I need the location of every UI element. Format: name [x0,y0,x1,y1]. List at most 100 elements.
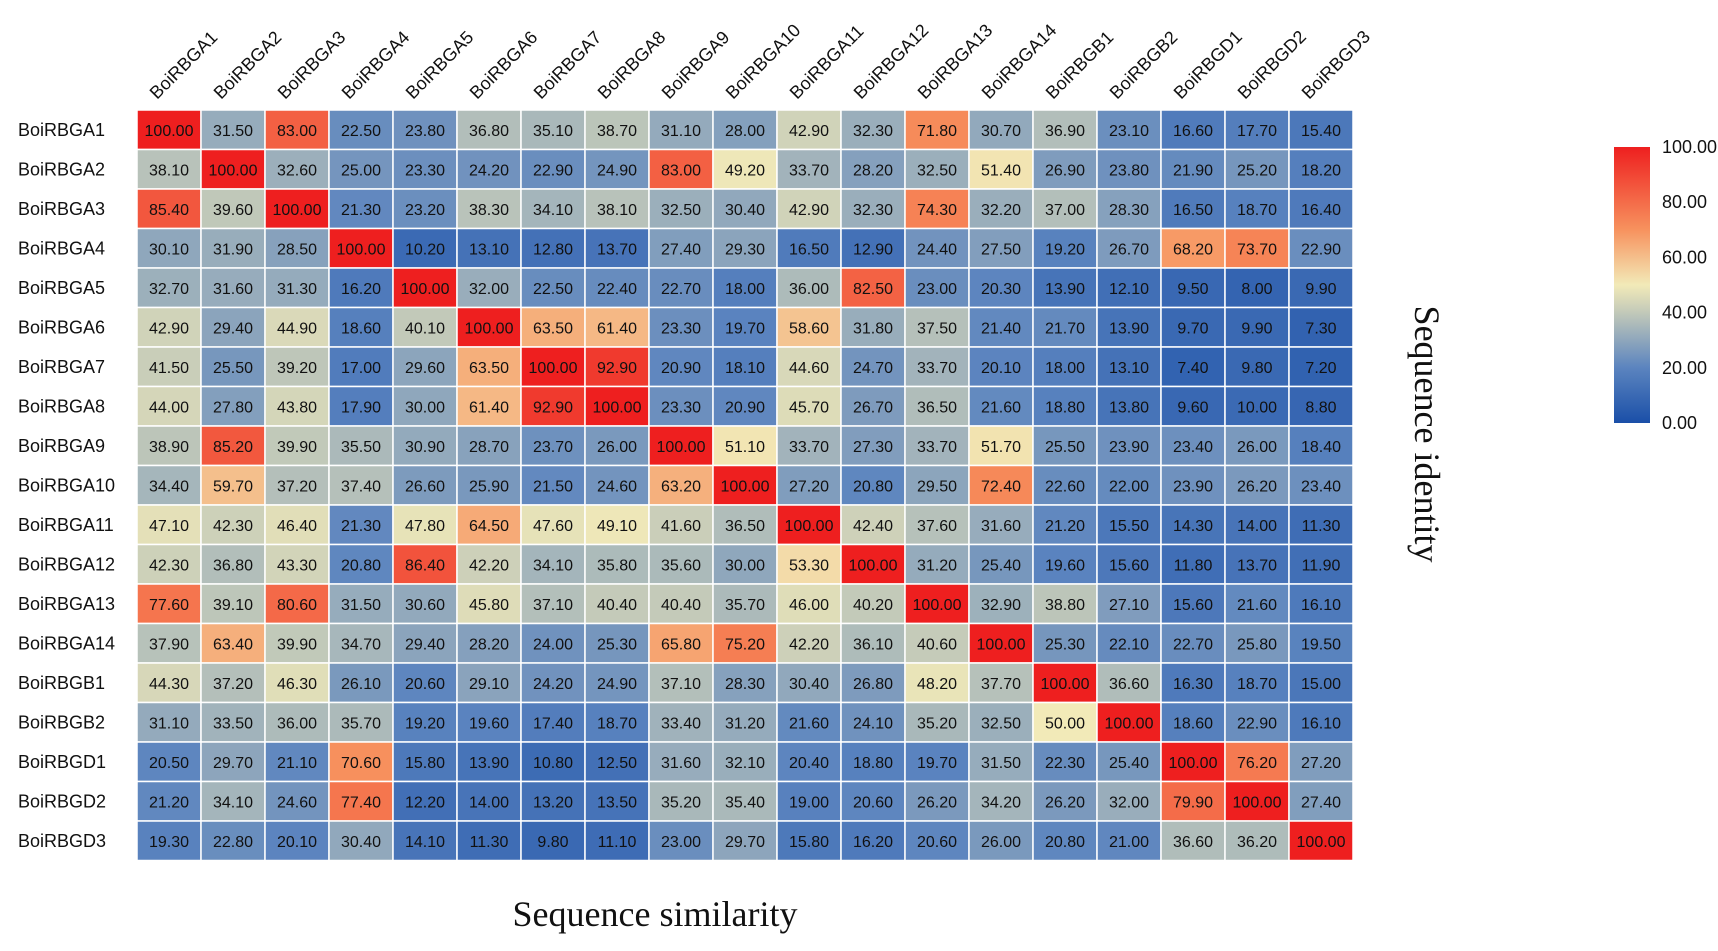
cell-value-label: 35.50 [341,439,381,456]
heatmap-cell [1032,267,1098,309]
cell-value-label: 100.00 [593,399,642,416]
heatmap-cell [1096,464,1162,506]
cell-value-label: 46.00 [789,597,829,614]
heatmap-cell [904,346,970,388]
cell-value-label: 16.10 [1301,597,1341,614]
heatmap-cell [1288,346,1354,388]
heatmap-cell [1288,622,1354,664]
cell-value-label: 20.10 [981,360,1021,377]
cell-value-label: 24.60 [597,478,637,495]
cell-value-label: 17.00 [341,360,381,377]
cell-value-label: 42.90 [789,123,829,140]
cell-value-label: 15.40 [1301,123,1341,140]
cell-value-label: 35.10 [533,123,573,140]
cell-value-label: 36.10 [853,636,893,653]
cell-value-label: 38.70 [597,123,637,140]
heatmap-cell [968,425,1034,467]
cell-value-label: 82.50 [853,281,893,298]
cell-value-label: 18.60 [1173,715,1213,732]
cell-value-label: 9.80 [537,834,568,851]
heatmap-cell [712,622,778,664]
cell-value-label: 32.30 [853,202,893,219]
cell-value-label: 21.30 [341,518,381,535]
cell-value-label: 14.10 [405,834,445,851]
heatmap-cell [1096,425,1162,467]
cell-value-label: 17.70 [1237,123,1277,140]
cell-value-label: 12.20 [405,794,445,811]
cell-value-label: 31.30 [277,281,317,298]
cell-value-label: 35.20 [661,794,701,811]
heatmap-cell [328,425,394,467]
cell-value-label: 15.50 [1109,518,1149,535]
cell-value-label: 100.00 [209,162,258,179]
cell-value-label: 31.50 [213,123,253,140]
heatmap-cell [1160,385,1226,427]
cell-value-label: 10.00 [1237,399,1277,416]
cell-value-label: 20.60 [853,794,893,811]
cell-value-label: 37.70 [981,676,1021,693]
cell-value-label: 36.00 [277,715,317,732]
heatmap-cell [136,267,202,309]
cell-value-label: 21.20 [1045,518,1085,535]
cell-value-label: 15.80 [405,755,445,772]
cell-value-label: 37.20 [213,676,253,693]
cell-value-label: 21.10 [277,755,317,772]
cell-value-label: 32.90 [981,597,1021,614]
heatmap-cell [328,148,394,190]
cell-value-label: 44.60 [789,360,829,377]
cell-value-label: 53.30 [789,557,829,574]
cell-value-label: 26.60 [405,478,445,495]
heatmap-cell [712,741,778,783]
cell-value-label: 25.30 [1045,636,1085,653]
cell-value-label: 23.30 [405,162,445,179]
cell-value-label: 63.50 [533,320,573,337]
heatmap-cell [712,227,778,269]
heatmap-cell [584,464,650,506]
heatmap-cell [520,306,586,348]
heatmap-cell [456,701,522,743]
cell-value-label: 31.60 [981,518,1021,535]
cell-value-label: 19.30 [149,834,189,851]
heatmap-cell [904,543,970,585]
heatmap-cell [648,346,714,388]
cell-value-label: 31.10 [661,123,701,140]
cell-value-label: 35.70 [341,715,381,732]
cell-value-label: 23.10 [1109,123,1149,140]
cell-value-label: 46.30 [277,676,317,693]
cell-value-label: 68.20 [1173,241,1213,258]
heatmap-cell [968,741,1034,783]
cell-value-label: 72.40 [981,478,1021,495]
heatmap-cell [712,188,778,230]
cell-value-label: 85.40 [149,202,189,219]
cell-value-label: 21.60 [981,399,1021,416]
cell-value-label: 51.70 [981,439,1021,456]
cell-value-label: 18.70 [597,715,637,732]
heatmap-cell [904,267,970,309]
heatmap-cell [1224,741,1290,783]
heatmap-cell [648,583,714,625]
cell-value-label: 20.90 [725,399,765,416]
heatmap-cell [328,583,394,625]
cell-value-label: 30.00 [405,399,445,416]
heatmap-cell [136,306,202,348]
cell-value-label: 37.90 [149,636,189,653]
cell-value-label: 31.60 [213,281,253,298]
cell-value-label: 50.00 [1045,715,1085,732]
cell-value-label: 20.30 [981,281,1021,298]
heatmap-cell [712,543,778,585]
heatmap-cell [392,622,458,664]
cell-value-label: 23.40 [1173,439,1213,456]
cell-value-label: 26.10 [341,676,381,693]
heatmap-cell [1032,701,1098,743]
row-label: BoiRBGB1 [18,673,105,693]
heatmap-cell [1224,346,1290,388]
cell-value-label: 37.50 [917,320,957,337]
cell-value-label: 51.40 [981,162,1021,179]
cell-value-label: 7.20 [1305,360,1336,377]
column-label: BoiRBGA4 [338,27,414,103]
cell-value-label: 30.40 [341,834,381,851]
heatmap-cell [1160,227,1226,269]
heatmap-cell [1224,504,1290,546]
cell-value-label: 22.80 [213,834,253,851]
cell-value-label: 38.90 [149,439,189,456]
